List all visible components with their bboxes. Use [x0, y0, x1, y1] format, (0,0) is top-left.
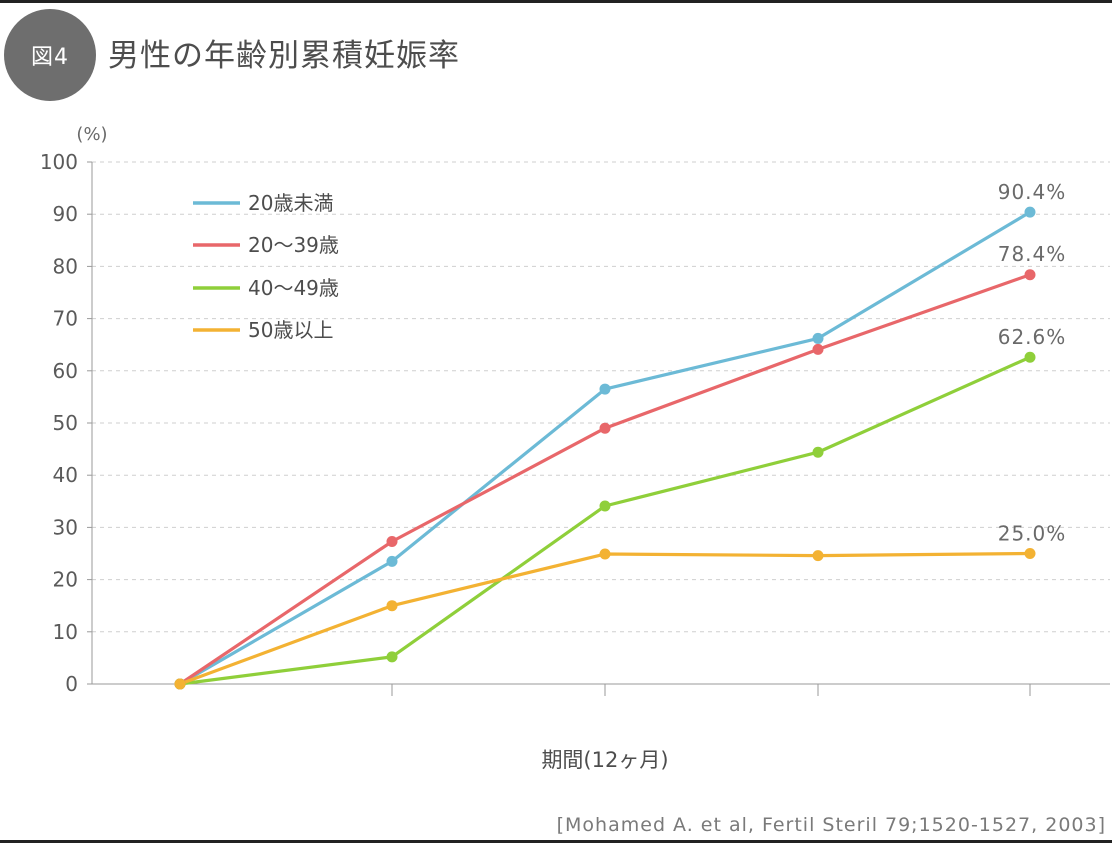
data-label: 25.0% — [998, 522, 1067, 546]
figure-badge: 図4 — [4, 9, 96, 101]
y-tick-label: 50 — [53, 411, 78, 435]
legend-label: 20〜39歳 — [248, 233, 339, 257]
y-tick-label: 100 — [40, 150, 78, 174]
data-point — [1024, 548, 1036, 559]
data-point — [1024, 206, 1036, 218]
legend-label: 40〜49歳 — [248, 276, 339, 300]
y-axis-label: (%) — [76, 124, 107, 145]
source-citation: [Mohamed A. et al, Fertil Steril 79;1520… — [556, 814, 1106, 836]
data-point — [386, 600, 398, 612]
data-point — [599, 383, 611, 395]
axes: 0 10 20 30 40 50 60 70 80 90 100 — [40, 150, 1110, 696]
data-point — [812, 332, 824, 344]
legend-label: 50歳以上 — [248, 318, 333, 342]
data-point — [386, 555, 398, 567]
series-line — [179, 355, 1031, 686]
data-point — [386, 651, 398, 663]
bottom-rule — [0, 840, 1112, 843]
x-axis-label: 期間(12ヶ月) — [541, 748, 668, 772]
data-point — [599, 422, 611, 434]
data-point — [599, 500, 611, 512]
data-label: 78.4% — [998, 242, 1067, 266]
top-rule — [0, 0, 1112, 3]
data-point — [812, 550, 824, 562]
data-point — [812, 446, 824, 458]
data-point — [386, 535, 398, 547]
data-point — [174, 678, 186, 690]
legend-label: 20歳未満 — [248, 191, 333, 215]
chart-title: 男性の年齢別累積妊娠率 — [108, 38, 460, 74]
y-tick-label: 80 — [53, 254, 78, 278]
data-label: 90.4% — [998, 180, 1067, 204]
y-tick-label: 20 — [53, 568, 78, 592]
series-line — [179, 551, 1031, 686]
data-label: 62.6% — [998, 325, 1067, 349]
series-lines: 90.4% 78.4% 62.6% 25.0% — [174, 180, 1067, 690]
data-point — [1024, 269, 1036, 281]
y-tick-label: 70 — [53, 307, 78, 331]
y-tick-label: 40 — [53, 463, 78, 487]
data-point — [599, 548, 611, 560]
y-tick-label: 0 — [65, 672, 78, 696]
y-tick-label: 30 — [53, 515, 78, 539]
y-tick-label: 90 — [53, 202, 78, 226]
legend: 20歳未満 20〜39歳 40〜49歳 50歳以上 — [193, 191, 339, 342]
grid-lines — [92, 161, 1110, 633]
data-point — [1024, 351, 1036, 363]
y-tick-label: 10 — [53, 620, 78, 644]
data-point — [812, 343, 824, 355]
y-tick-label: 60 — [53, 359, 78, 383]
